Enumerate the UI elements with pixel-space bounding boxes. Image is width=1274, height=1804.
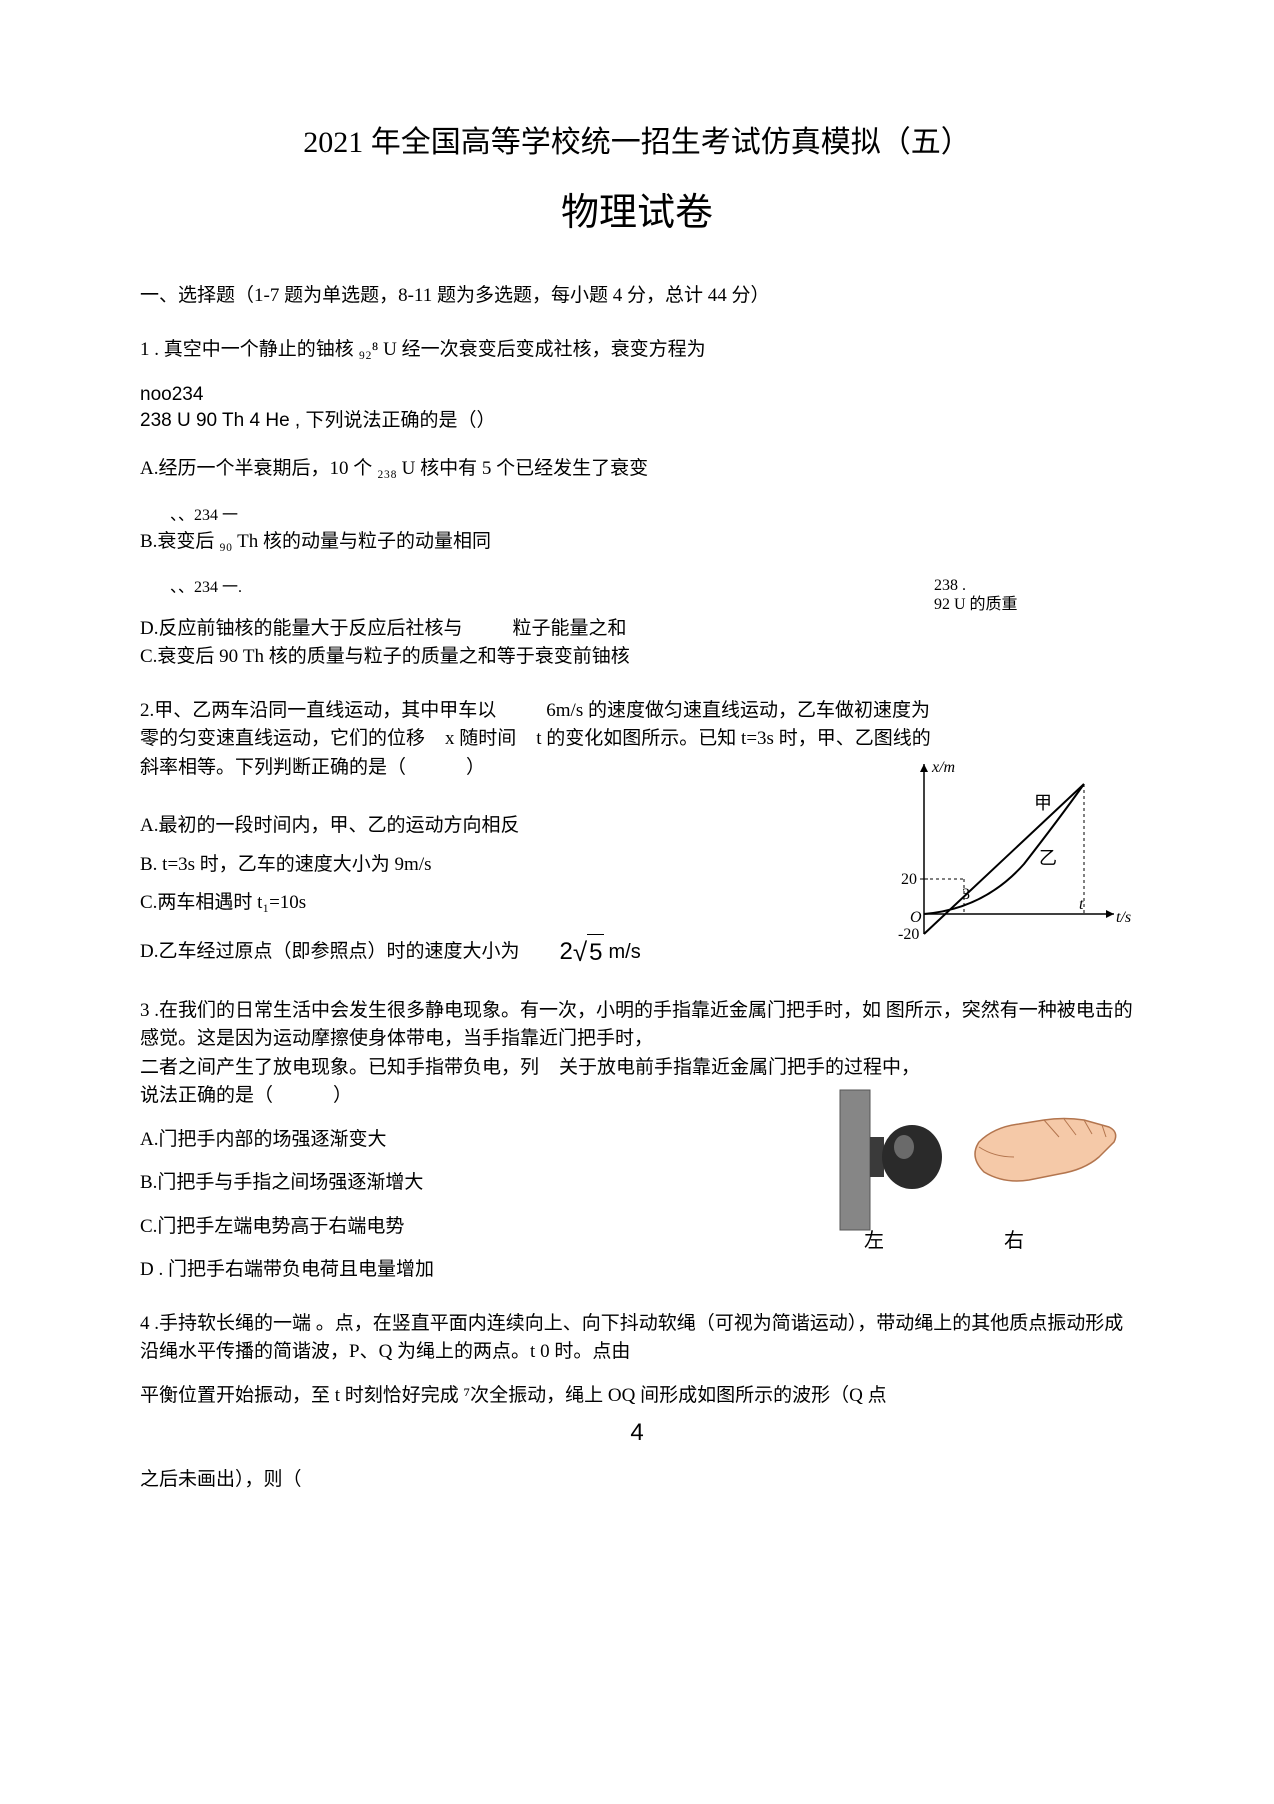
q1-opt-a: A.经历一个半衰期后，10 个 ₂₃₈ U 核中有 5 个已经发生了衰变	[140, 455, 1134, 484]
q1-noo: noo234	[140, 384, 1134, 407]
q1-opt-b: B.衰变后 ₉₀ Th 核的动量与粒子的动量相同	[140, 528, 1134, 557]
q1-right-top: 238 .	[934, 576, 1134, 595]
q2-unit: m/s	[608, 937, 640, 967]
q1-opt-d-tail: 粒子能量之和	[512, 615, 626, 644]
q2-l1b: 6m/s 的速度做匀速直线运动，乙车做初速度为	[546, 697, 930, 726]
q2-opt-a: A.最初的一段时间内，甲、乙的运动方向相反	[140, 812, 864, 841]
q1-note1: 、、234 一	[140, 504, 1134, 528]
q2-l2b: x 随时间	[445, 725, 516, 754]
sub-title: 物理试卷	[140, 185, 1134, 242]
q3-image: 左 右	[834, 1082, 1134, 1262]
q3-opt-a: A.门把手内部的场强逐渐变大	[140, 1126, 814, 1155]
question-2: 2.甲、乙两车沿同一直线运动，其中甲车以 6m/s 的速度做匀速直线运动，乙车做…	[140, 697, 1134, 972]
q1-opt-d: D.反应前铀核的能量大于反应后社核与	[140, 615, 462, 644]
q4-l3: 之后未画出），则（	[140, 1466, 1134, 1495]
q2-l3: 斜率相等。下列判断正确的是（	[140, 754, 406, 783]
q1-note2: 、、234 一.	[140, 576, 934, 600]
q1-opt-c: C.衰变后 90 Th 核的质量与粒子的质量之和等于衰变前铀核	[140, 643, 1134, 672]
sqrt-icon: √	[573, 933, 587, 972]
q2-opt-b: B. t=3s 时，乙车的速度大小为 9m/s	[140, 851, 864, 880]
q3-l3b: ）	[333, 1082, 352, 1111]
q4-frac: 4	[140, 1415, 1134, 1451]
q2-sqrt-num: 5	[587, 934, 604, 971]
q2-opt-d-a: D.乙车经过原点（即参照点）时的速度大小为	[140, 938, 519, 967]
q4-l2: 平衡位置开始振动，至 t 时刻恰好完成 ⁷次全振动，绳上 OQ 间形成如图所示的…	[140, 1382, 1134, 1411]
q2-opt-c: C.两车相遇时 t₁=10s	[140, 889, 864, 918]
svg-text:右: 右	[1004, 1229, 1024, 1252]
question-1: 1 . 真空中一个静止的铀核 ₉₂⁸ U 经一次衰变后变成社核，衰变方程为 no…	[140, 336, 1134, 672]
q3-l3: 说法正确的是（	[140, 1082, 273, 1111]
q1-stem: 1 . 真空中一个静止的铀核 ₉₂⁸ U 经一次衰变后变成社核，衰变方程为	[140, 336, 1134, 365]
q3-l2b: 关于放电前手指靠近金属门把手的过程中，	[559, 1054, 920, 1083]
svg-text:t: t	[1079, 896, 1084, 913]
q3-opt-d: D . 门把手右端带负电荷且电量增加	[140, 1256, 814, 1285]
q2-sqrt-prefix: 2	[559, 934, 572, 970]
svg-text:t/s: t/s	[1116, 909, 1131, 926]
q3-opt-b: B.门把手与手指之间场强逐渐增大	[140, 1169, 814, 1198]
question-4: 4 .手持软长绳的一端 。点，在竖直平面内连续向上、向下抖动软绳（可视为简谐运动…	[140, 1310, 1134, 1495]
q2-l1a: 2.甲、乙两车沿同一直线运动，其中甲车以	[140, 697, 496, 726]
q2-l2a: 零的匀变速直线运动，它们的位移	[140, 725, 425, 754]
svg-text:-20: -20	[898, 926, 919, 943]
svg-text:乙: 乙	[1039, 848, 1057, 868]
svg-text:左: 左	[864, 1229, 884, 1252]
svg-text:甲: 甲	[1034, 793, 1052, 813]
q2-l3b: ）	[466, 754, 485, 783]
q3-l2a: 二者之间产生了放电现象。已知手指带负电，列	[140, 1054, 539, 1083]
q3-opt-c: C.门把手左端电势高于右端电势	[140, 1213, 814, 1242]
svg-text:x/m: x/m	[931, 759, 955, 776]
q3-l1: 3 .在我们的日常生活中会发生很多静电现象。有一次，小明的手指靠近金属门把手时，…	[140, 997, 1134, 1054]
q2-chart: x/m t/s O 20 -20 3 t 甲 乙	[884, 754, 1134, 964]
question-3: 3 .在我们的日常生活中会发生很多静电现象。有一次，小明的手指靠近金属门把手时，…	[140, 997, 1134, 1285]
q2-l2c: t 的变化如图所示。已知 t=3s 时，甲、乙图线的	[536, 725, 930, 754]
q4-l1: 4 .手持软长绳的一端 。点，在竖直平面内连续向上、向下抖动软绳（可视为简谐运动…	[140, 1310, 1134, 1367]
svg-text:O: O	[910, 909, 922, 926]
section-header: 一、选择题（1-7 题为单选题，8-11 题为多选题，每小题 4 分，总计 44…	[140, 282, 1134, 311]
q1-eq: 238 U 90 Th 4 He , 下列说法正确的是（）	[140, 407, 1134, 436]
q1-right-bot: 92 U 的质重	[934, 595, 1134, 614]
svg-text:20: 20	[901, 871, 917, 888]
main-title: 2021 年全国高等学校统一招生考试仿真模拟（五）	[140, 120, 1134, 165]
